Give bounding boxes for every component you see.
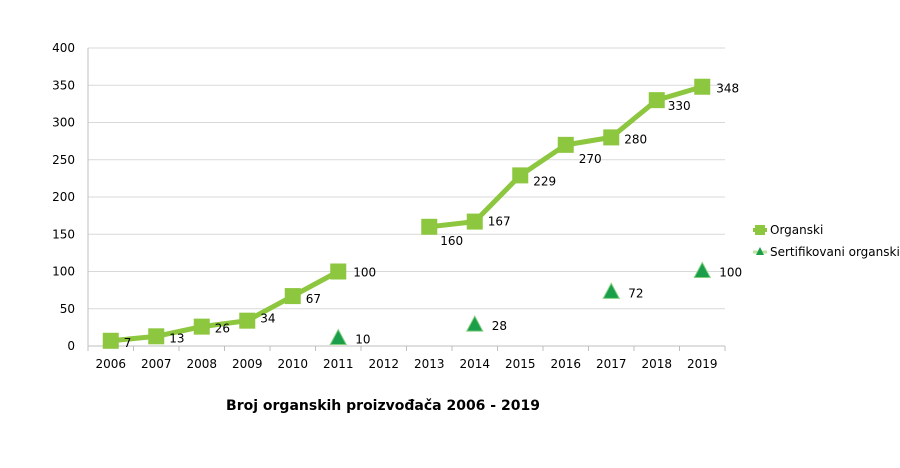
data-label-organski: 7: [124, 336, 132, 350]
legend-swatch-sertifikovani-marker: [756, 247, 764, 255]
grid-lines: [88, 47, 725, 347]
data-point-organski: [193, 318, 210, 335]
x-tick-label: 2014: [459, 357, 490, 371]
y-tick-label: 0: [67, 339, 75, 353]
x-tick-label: 2008: [186, 357, 217, 371]
y-axis: 0 50 100 150 200 250 300 350 400: [52, 41, 89, 353]
x-tick-label: 2009: [232, 357, 263, 371]
data-point-sertifikovani: [465, 315, 484, 332]
x-tick-label: 2019: [687, 357, 718, 371]
data-point-organski: [603, 129, 620, 146]
data-point-organski: [648, 92, 665, 109]
data-point-sertifikovani: [329, 328, 348, 346]
data-point-organski: [148, 328, 165, 345]
data-label-organski: 167: [488, 215, 511, 229]
data-label-organski: 270: [579, 152, 602, 166]
x-tick-label: 2010: [277, 357, 308, 371]
y-tick-label: 400: [52, 41, 75, 55]
x-tick-label: 2013: [414, 357, 445, 371]
chart-title: Broj organskih proizvođača 2006 - 2019: [226, 398, 540, 414]
series-organski: 7 13 26 34 67 100 160 167 229 270 280 330 348: [102, 78, 739, 350]
x-tick-label: 2007: [141, 357, 172, 371]
data-point-organski: [694, 78, 711, 95]
data-point-organski: [102, 332, 119, 349]
data-label-organski: 26: [215, 322, 230, 336]
x-axis: 2006 2007 2008 2009 2010 2011 2012 2013 2014 2015…: [87, 345, 726, 371]
x-tick-label: 2012: [368, 357, 399, 371]
data-point-organski: [557, 136, 574, 153]
x-tick-label: 2015: [505, 357, 536, 371]
data-label-sertifikovani: 10: [355, 333, 370, 347]
y-tick-label: 150: [52, 227, 75, 241]
data-label-organski: 160: [440, 234, 463, 248]
y-tick-label: 100: [52, 265, 75, 279]
data-label-organski: 67: [306, 292, 321, 306]
x-tick-label: 2006: [95, 357, 126, 371]
legend-label-sertifikovani: Sertifikovani organski: [770, 245, 900, 259]
data-label-organski: 229: [533, 174, 556, 188]
data-point-organski: [512, 167, 529, 184]
x-tick-label: 2018: [641, 357, 672, 371]
data-point-organski: [239, 312, 256, 329]
data-label-sertifikovani: 100: [719, 266, 742, 280]
data-label-sertifikovani: 28: [492, 319, 507, 333]
y-tick-label: 350: [52, 78, 75, 92]
data-point-organski: [284, 288, 301, 305]
data-point-sertifikovani: [693, 261, 712, 278]
data-point-organski: [466, 213, 483, 230]
data-label-sertifikovani: 72: [628, 286, 643, 300]
x-tick-label: 2017: [596, 357, 627, 371]
y-tick-label: 50: [60, 302, 75, 316]
legend: Organski Sertifikovani organski: [753, 223, 900, 259]
data-point-organski: [330, 263, 347, 280]
legend-swatch-organski-marker: [755, 225, 765, 235]
y-tick-label: 300: [52, 116, 75, 130]
y-tick-label: 250: [52, 153, 75, 167]
data-label-organski: 13: [169, 331, 184, 345]
x-tick-label: 2011: [323, 357, 354, 371]
legend-label-organski: Organski: [770, 223, 823, 237]
data-point-organski: [421, 218, 438, 235]
data-label-organski: 34: [260, 312, 275, 326]
y-tick-label: 200: [52, 190, 75, 204]
series-sertifikovani: 10 28 72 100: [329, 261, 742, 347]
data-point-sertifikovani: [602, 282, 621, 299]
data-label-organski: 280: [624, 132, 647, 146]
data-label-organski: 330: [668, 99, 691, 113]
data-label-organski: 348: [716, 82, 739, 96]
data-label-organski: 100: [353, 266, 376, 280]
x-tick-label: 2016: [550, 357, 581, 371]
